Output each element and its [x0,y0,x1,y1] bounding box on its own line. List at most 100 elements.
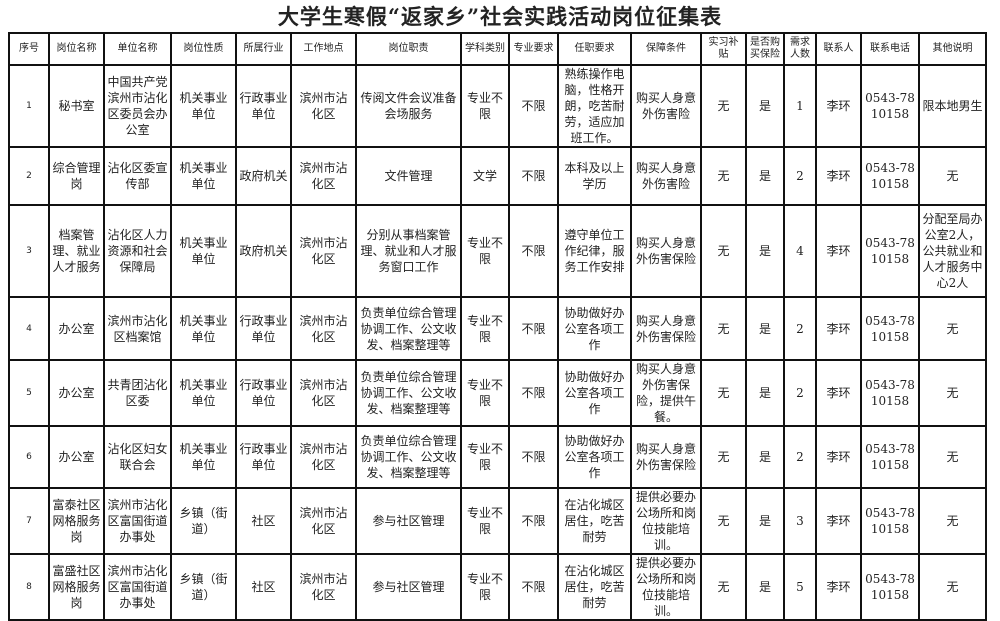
table-cell: 2 [783,146,817,206]
table-row: 6 办公室 沾化区妇女联合会 机关事业单位 行政事业单位 滨州市沾化区 负责单位综合管理协调… [8,425,987,489]
column-header: 岗位职责 [355,32,462,66]
table-cell: 机关事业单位 [170,64,237,148]
table-cell: 不限 [508,64,559,148]
table-cell: 秘书室 [48,64,105,148]
table-row: 4 办公室 滨州市沾化区档案馆 机关事业单位 行政事业单位 滨州市沾化区 负责单位综合管理协… [8,296,987,361]
table-cell: 参与社区管理 [355,553,462,621]
table-cell: 行政事业单位 [235,296,292,361]
table-cell: 李环 [815,204,862,298]
table-cell: 滨州市沾化区 [290,487,357,555]
table-cell: 是 [745,146,785,206]
table-cell: 滨州市沾化区档案馆 [103,296,172,361]
table-row: 2 综合管理岗 沾化区委宣传部 机关事业单位 政府机关 滨州市沾化区 文件管理 文学 不限 本科及… [8,146,987,206]
table-cell: 0543-7810158 [860,204,920,298]
table-cell: 限本地男生 [918,64,987,148]
table-cell: 李环 [815,425,862,489]
table-cell: 2 [783,359,817,427]
table-cell: 社区 [235,487,292,555]
table-cell: 专业不限 [460,425,510,489]
table-cell: 0543-7810158 [860,296,920,361]
table-cell: 参与社区管理 [355,487,462,555]
column-header: 需求人数 [783,32,817,66]
table-cell: 滨州市沾化区 [290,425,357,489]
table-cell: 滨州市沾化区富国街道办事处 [103,553,172,621]
table-cell: 0543-7810158 [860,425,920,489]
table-cell: 无 [700,64,747,148]
table-cell: 4 [8,296,50,361]
table-cell: 购买人身意外伤害保险 [630,296,702,361]
column-header: 其他说明 [918,32,987,66]
table-cell: 不限 [508,553,559,621]
table-cell: 无 [918,487,987,555]
table-cell: 机关事业单位 [170,204,237,298]
table-cell: 无 [700,553,747,621]
table-cell: 提供必要办公场所和岗位技能培训。 [630,487,702,555]
table-cell: 李环 [815,553,862,621]
table-cell: 3 [8,204,50,298]
table-cell: 富泰社区网格服务岗 [48,487,105,555]
table-cell: 沾化区委宣传部 [103,146,172,206]
table-cell: 购买人身意外伤害保险 [630,204,702,298]
table-cell: 协助做好办公室各项工作 [557,296,632,361]
table-cell: 滨州市沾化区 [290,64,357,148]
column-header: 保障条件 [630,32,702,66]
table-cell: 无 [700,425,747,489]
table-cell: 1 [783,64,817,148]
table-cell: 分配至局办公室2人，公共就业和人才服务中心2人 [918,204,987,298]
table-cell: 李环 [815,487,862,555]
table-cell: 李环 [815,359,862,427]
column-header: 是否购买保险 [745,32,785,66]
table-cell: 是 [745,359,785,427]
column-header: 单位名称 [103,32,172,66]
table-cell: 办公室 [48,359,105,427]
table-cell: 4 [783,204,817,298]
table-cell: 无 [918,296,987,361]
column-header: 学科类别 [460,32,510,66]
table-cell: 不限 [508,204,559,298]
table-cell: 不限 [508,425,559,489]
table-cell: 专业不限 [460,64,510,148]
table-cell: 滨州市沾化区 [290,296,357,361]
table-cell: 负责单位综合管理协调工作、公文收发、档案整理等 [355,359,462,427]
table-cell: 购买人身意外伤害保险 [630,425,702,489]
table-cell: 购买人身意外伤害险 [630,64,702,148]
table-cell: 机关事业单位 [170,146,237,206]
table-cell: 行政事业单位 [235,64,292,148]
table-cell: 专业不限 [460,359,510,427]
table-cell: 专业不限 [460,296,510,361]
table-row: 1 秘书室 中国共产党滨州市沾化区委员会办公室 机关事业单位 行政事业单位 滨州市沾化区传… [8,64,987,148]
table-cell: 富盛社区网格服务岗 [48,553,105,621]
table-cell: 中国共产党滨州市沾化区委员会办公室 [103,64,172,148]
table-cell: 2 [8,146,50,206]
table-cell: 文件管理 [355,146,462,206]
table-cell: 3 [783,487,817,555]
table-cell: 无 [918,146,987,206]
table-cell: 在沾化城区居住，吃苦耐劳 [557,487,632,555]
column-header: 联系人 [815,32,862,66]
table-cell: 机关事业单位 [170,359,237,427]
table-row: 5 办公室 共青团沾化区委 机关事业单位 行政事业单位 滨州市沾化区 负责单位综合管理协调工… [8,359,987,427]
table-cell: 不限 [508,146,559,206]
column-header: 岗位名称 [48,32,105,66]
column-header: 岗位性质 [170,32,237,66]
table-cell: 传阅文件会议准备会场服务 [355,64,462,148]
table-cell: 分别从事档案管理、就业和人才服务窗口工作 [355,204,462,298]
table-cell: 是 [745,425,785,489]
table-cell: 不限 [508,359,559,427]
table-cell: 沾化区妇女联合会 [103,425,172,489]
column-header: 所属行业 [235,32,292,66]
table-cell: 是 [745,487,785,555]
table-cell: 无 [918,553,987,621]
table-cell: 滨州市沾化区 [290,146,357,206]
table-cell: 熟练操作电脑，性格开朗，吃苦耐劳，适应加班工作。 [557,64,632,148]
table-cell: 政府机关 [235,146,292,206]
column-header: 联系电话 [860,32,920,66]
table-cell: 李环 [815,296,862,361]
table-cell: 机关事业单位 [170,296,237,361]
table-cell: 1 [8,64,50,148]
table-cell: 乡镇（街道） [170,487,237,555]
column-header: 序号 [8,32,50,66]
header-row: 序号 岗位名称 单位名称 岗位性质 所属行业 工作地点 岗位职责 学科类别 专业要求 任职要求 保障… [8,32,987,66]
table-cell: 是 [745,553,785,621]
table-cell: 协助做好办公室各项工作 [557,359,632,427]
